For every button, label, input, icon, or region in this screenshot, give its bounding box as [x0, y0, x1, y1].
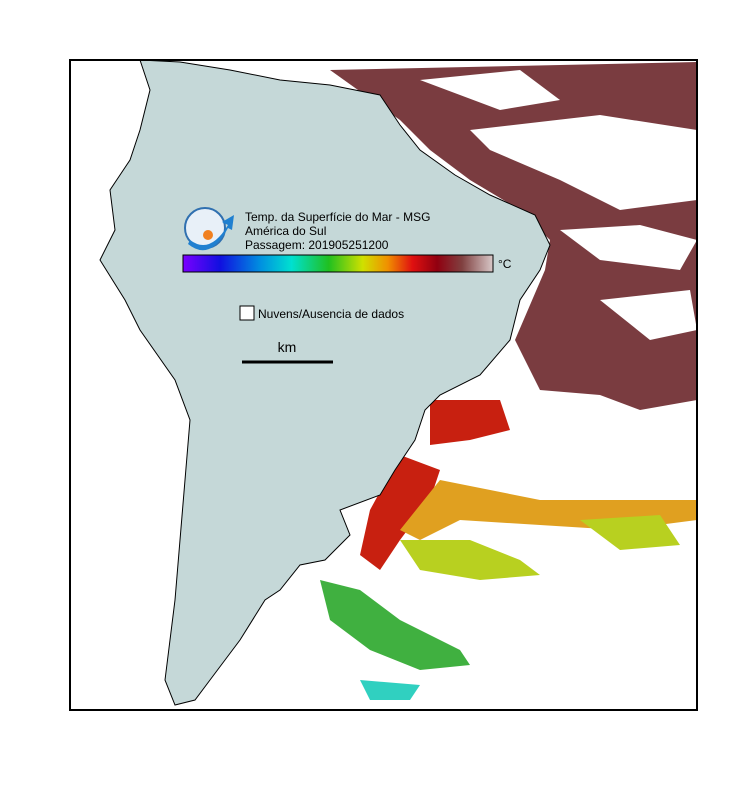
clouds	[420, 70, 697, 340]
sst-south-green	[320, 580, 470, 670]
colorbar	[182, 254, 494, 273]
sst-south-yellow	[400, 515, 680, 580]
sst-south-cyan	[360, 680, 420, 700]
title: Temp. da Superfície do Mar - MSG	[245, 210, 430, 224]
region: América do Sul	[245, 224, 326, 238]
map-body	[99, 60, 697, 706]
frame	[69, 59, 698, 711]
sst-south-warm	[360, 400, 510, 570]
pass: Passagem: 201905251200	[245, 238, 389, 252]
scale-unit: km	[278, 339, 297, 355]
legend-swatch	[239, 305, 255, 321]
logo	[184, 207, 234, 251]
legend-label: Nuvens/Ausencia de dados	[258, 307, 404, 321]
colorbar-unit: °C	[498, 257, 512, 271]
